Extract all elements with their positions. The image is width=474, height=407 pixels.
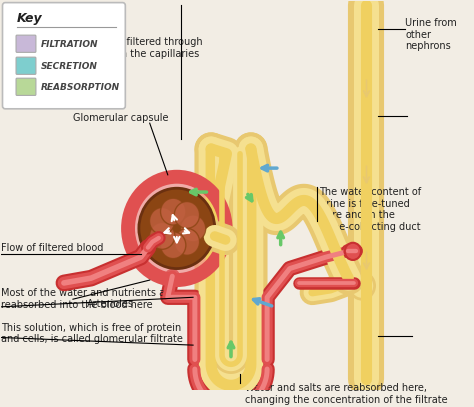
Circle shape <box>349 272 374 299</box>
Text: Most of the water and nutrients are
reabsorbed into the blood here: Most of the water and nutrients are reab… <box>0 289 174 310</box>
FancyBboxPatch shape <box>16 35 36 53</box>
FancyBboxPatch shape <box>16 78 36 95</box>
FancyBboxPatch shape <box>16 57 36 74</box>
Circle shape <box>174 201 200 228</box>
Text: Glomerular capsule: Glomerular capsule <box>73 114 168 123</box>
Text: Urine from
other
nephrons: Urine from other nephrons <box>405 18 457 51</box>
Text: FILTRATION: FILTRATION <box>40 40 98 49</box>
Circle shape <box>161 198 186 225</box>
Circle shape <box>161 232 186 258</box>
Text: Key: Key <box>17 12 43 25</box>
Text: Water and salts are reabsorbed here,
changing the concentration of the filtrate: Water and salts are reabsorbed here, cha… <box>245 383 447 405</box>
Circle shape <box>128 177 226 280</box>
FancyBboxPatch shape <box>2 2 125 109</box>
Circle shape <box>345 243 361 260</box>
Text: SECRETION: SECRETION <box>40 62 97 71</box>
Circle shape <box>174 228 200 255</box>
Circle shape <box>181 215 206 242</box>
Circle shape <box>139 188 215 269</box>
Circle shape <box>149 208 175 234</box>
Text: REABSORPTION: REABSORPTION <box>40 83 119 92</box>
Text: The water content of
urine is fine-tuned
here and in the
urine-collecting duct: The water content of urine is fine-tuned… <box>319 187 422 232</box>
Text: Blood is filtered through
pores in the capillaries: Blood is filtered through pores in the c… <box>84 37 202 59</box>
Text: Flow of filtered blood: Flow of filtered blood <box>0 243 103 252</box>
Circle shape <box>149 223 175 249</box>
Text: This solution, which is free of protein
and cells, is called glomerular filtrate: This solution, which is free of protein … <box>0 323 182 344</box>
Text: Arterioles: Arterioles <box>86 299 134 309</box>
